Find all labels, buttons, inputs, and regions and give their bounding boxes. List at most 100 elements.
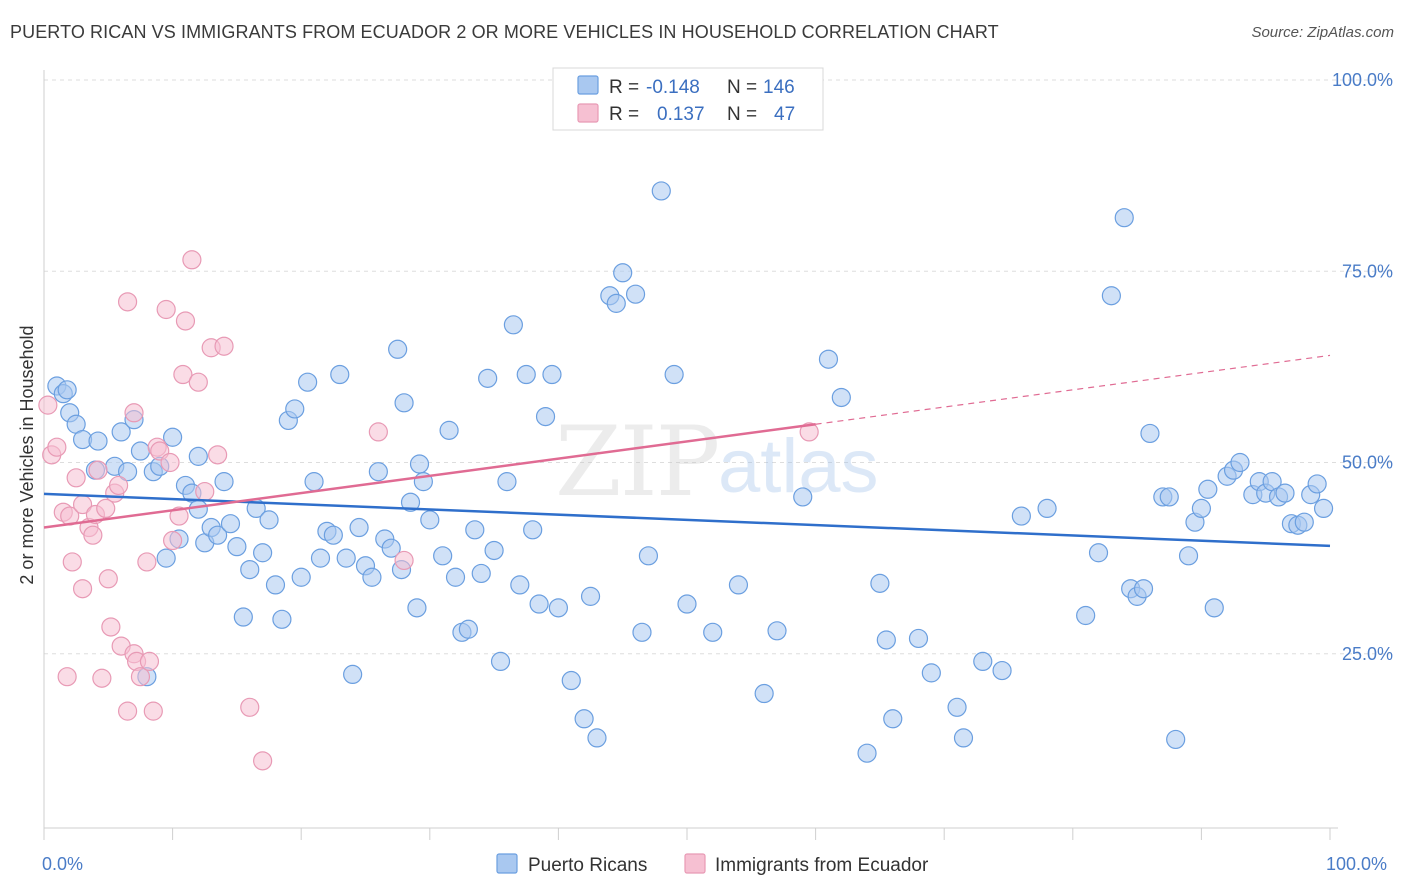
puerto-rican-point (947, 697, 967, 717)
puerto-rican-point (291, 567, 311, 587)
ecuador-point (38, 395, 58, 415)
puerto-rican-point (188, 499, 208, 519)
puerto-rican-point (420, 510, 440, 530)
puerto-rican-point (409, 454, 430, 474)
puerto-rican-point (1159, 487, 1179, 507)
ecuador-point (156, 299, 176, 320)
puerto-rican-point (433, 546, 453, 566)
legend-top: R = -0.148 N = 146 R = 0.137 N = 47 (552, 67, 824, 131)
watermark: ZIP atlas (555, 406, 879, 518)
puerto-rican-point (349, 517, 369, 538)
puerto-rican-point (233, 607, 253, 627)
puerto-rican-point (703, 622, 723, 642)
puerto-rican-point (973, 651, 993, 672)
puerto-rican-point (606, 293, 626, 313)
puerto-rican-point (208, 525, 228, 545)
legend-n-value-0: 146 (763, 77, 795, 98)
ecuador-point (253, 751, 273, 771)
puerto-rican-point (1204, 598, 1224, 618)
puerto-rican-point (497, 472, 517, 492)
puerto-rican-point (1133, 579, 1154, 599)
puerto-rican-point (870, 573, 890, 593)
puerto-rican-point (625, 284, 646, 304)
legend-r-label-1: R = (609, 104, 639, 125)
puerto-rican-point (754, 683, 774, 704)
puerto-rican-point (561, 670, 581, 691)
ecuador-point (117, 292, 138, 312)
ecuador-point (368, 422, 388, 442)
puerto-rican-point (587, 728, 607, 748)
puerto-rican-point (484, 540, 504, 561)
puerto-rican-point (88, 431, 108, 451)
puerto-rican-point (510, 575, 530, 595)
puerto-rican-point (529, 594, 549, 614)
ecuador-point (208, 445, 228, 465)
puerto-rican-point (818, 349, 839, 369)
puerto-rican-point (664, 364, 684, 385)
puerto-rican-point (876, 630, 896, 650)
axes-layer (43, 70, 1338, 829)
legend-bottom-swatch-blue (496, 853, 518, 874)
ecuador-point (66, 468, 86, 488)
ecuador-point (72, 579, 93, 599)
puerto-rican-point (368, 462, 388, 482)
puerto-rican-point (793, 487, 813, 507)
puerto-rican-point (953, 728, 974, 748)
legend-r-value-0: -0.148 (646, 77, 700, 98)
puerto-rican-point (1313, 498, 1334, 518)
trend-line-ecuador-extension (815, 354, 1331, 425)
trend-lines (43, 354, 1331, 548)
puerto-rican-point (503, 315, 523, 335)
ecuador-point (173, 364, 193, 385)
ecuador-point (130, 667, 151, 687)
legend-n-label-0: N = (727, 77, 757, 98)
puerto-rican-point (1230, 452, 1250, 473)
puerto-rican-point (542, 364, 562, 385)
ecuador-point (143, 701, 163, 721)
ecuador-point (117, 701, 138, 721)
ecuador-point (57, 667, 77, 687)
legend-r-value-1: 0.137 (657, 104, 705, 125)
legend-swatch-pink (577, 103, 599, 123)
series-ecuador-points (38, 250, 819, 771)
ecuador-point (182, 250, 202, 270)
puerto-rican-point (921, 663, 941, 683)
ecuador-point (188, 372, 208, 392)
puerto-rican-point (381, 538, 401, 558)
legend-bottom: Puerto Ricans Immigrants from Ecuador (496, 853, 929, 876)
puerto-rican-point (523, 520, 543, 540)
chart-title: PUERTO RICAN VS IMMIGRANTS FROM ECUADOR … (10, 22, 999, 42)
ecuador-point (169, 506, 189, 526)
puerto-rican-point (388, 339, 408, 359)
puerto-rican-point (632, 622, 652, 642)
ecuador-point (195, 481, 215, 502)
puerto-rican-point (188, 446, 208, 466)
x-tick-label-end: 100.0% (1326, 854, 1387, 874)
puerto-rican-point (767, 621, 787, 641)
legend-n-label-1: N = (727, 104, 757, 125)
ecuador-point (96, 498, 116, 518)
y-tick-label: 50.0% (1342, 453, 1393, 473)
puerto-rican-point (1140, 423, 1160, 444)
puerto-rican-point (638, 546, 659, 566)
puerto-rican-point (831, 387, 851, 408)
legend-swatch-blue (577, 75, 599, 95)
ecuador-point (92, 668, 112, 688)
puerto-rican-point (227, 537, 247, 557)
puerto-rican-point (1037, 498, 1057, 518)
puerto-rican-point (343, 664, 363, 685)
ecuador-point (799, 422, 819, 442)
puerto-rican-point (1076, 605, 1096, 626)
puerto-rican-point (471, 563, 491, 584)
puerto-rican-point (490, 651, 511, 672)
legend-r-label-0: R = (609, 77, 639, 98)
puerto-rican-point (908, 628, 929, 649)
puerto-rican-point (1307, 474, 1327, 494)
puerto-rican-point (1191, 498, 1212, 518)
ecuador-point (175, 311, 196, 331)
puerto-rican-point (516, 364, 536, 385)
ecuador-point (47, 437, 67, 457)
puerto-rican-point (240, 559, 260, 580)
ecuador-point (124, 403, 144, 423)
puerto-rican-point (1198, 479, 1218, 499)
